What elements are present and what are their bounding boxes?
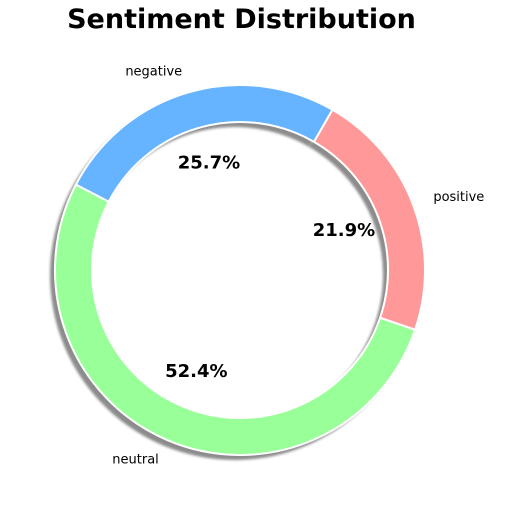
slice-layer [54, 84, 426, 456]
slice-pct-negative: 25.7% [178, 152, 240, 173]
slice-label-neutral: neutral [112, 452, 159, 467]
slice-negative [74, 84, 334, 203]
slice-pct-neutral: 52.4% [165, 361, 227, 382]
slice-pct-positive: 21.9% [313, 220, 375, 241]
label-layer: negative 25.7% neutral 52.4% positive 21.9% [112, 64, 484, 467]
slice-neutral [54, 183, 417, 456]
slice-positive [313, 108, 426, 331]
slice-label-negative: negative [125, 64, 182, 79]
chart-title: Sentiment Distribution [67, 4, 416, 35]
slice-label-positive: positive [433, 190, 484, 205]
